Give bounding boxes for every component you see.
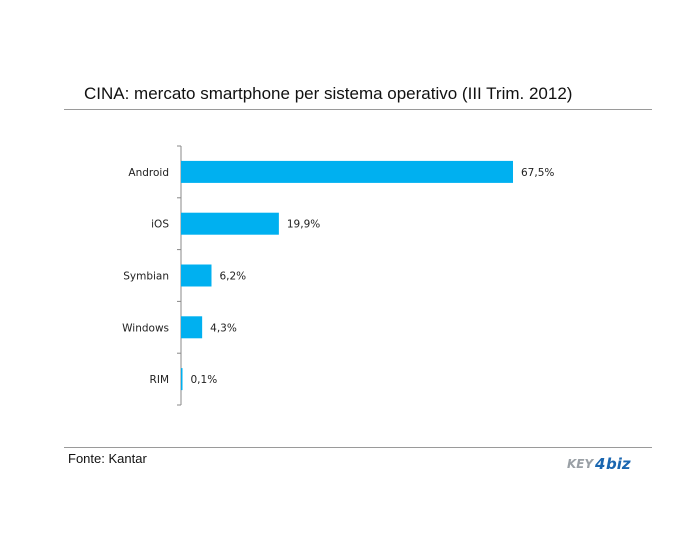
category-label: RIM [150, 374, 169, 386]
footer-divider [64, 447, 652, 448]
bar-ios [181, 212, 279, 235]
svg-text:KEY: KEY [567, 457, 594, 471]
source-note: Fonte: Kantar [68, 451, 147, 466]
category-label: Android [128, 167, 169, 179]
chart-title: CINA: mercato smartphone per sistema ope… [84, 84, 573, 103]
key4biz-logo: KEY 4 biz [567, 455, 631, 473]
bar-windows [181, 316, 203, 339]
data-label: 0,1% [191, 374, 218, 386]
data-label: 67,5% [521, 167, 554, 179]
svg-text:biz: biz [606, 455, 631, 473]
data-label: 6,2% [219, 271, 246, 283]
bar-rim [181, 368, 183, 391]
bar-android [181, 160, 513, 183]
svg-text:4: 4 [594, 455, 605, 473]
data-label: 19,9% [287, 219, 320, 231]
title-divider [64, 109, 652, 110]
category-label: iOS [151, 219, 169, 231]
category-label: Symbian [123, 271, 169, 283]
category-label: Windows [122, 322, 169, 334]
data-label: 4,3% [210, 322, 237, 334]
bar-symbian [181, 264, 212, 287]
